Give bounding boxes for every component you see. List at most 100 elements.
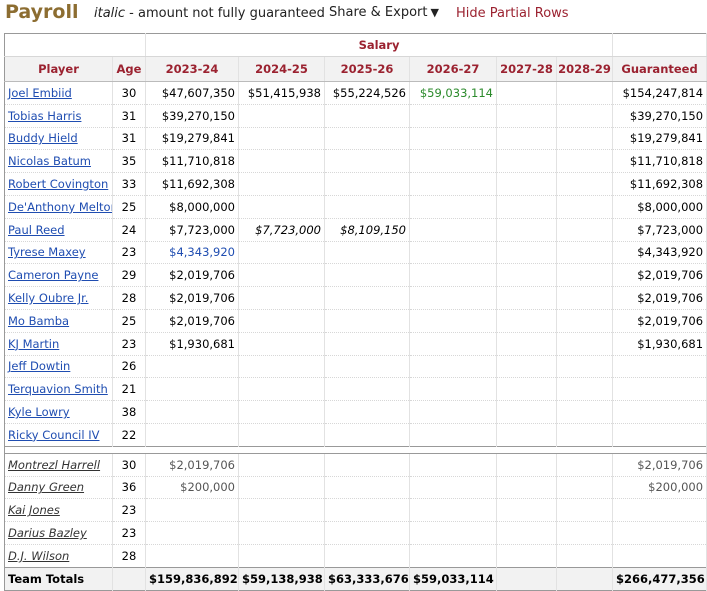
guaranteed-cell: $2,019,706 [612,309,707,333]
player-link[interactable]: Kyle Lowry [8,405,70,420]
salary-cell [409,355,497,379]
salary-cell [324,423,410,447]
age-cell: 31 [112,104,146,128]
guaranteed-cell: $11,692,308 [612,172,707,196]
salary-cell [145,377,239,402]
share-export-button[interactable]: Share & Export ▼ [329,5,439,20]
page-title: Payroll [5,1,79,23]
salary-cell [556,172,614,196]
over-header-blank-right [612,33,707,57]
player-link[interactable]: Danny Green [8,480,85,495]
player-link[interactable]: Terquavion Smith [8,382,108,397]
player-link[interactable]: Darius Bazley [8,526,87,541]
col-header-player[interactable]: Player [4,56,113,82]
player-link[interactable]: KJ Martin [8,336,60,351]
player-link[interactable]: Tyrese Maxey [8,245,86,260]
col-header-2023-24[interactable]: 2023-24 [145,56,239,82]
salary-cell [324,286,410,310]
col-header-2026-27[interactable]: 2026-27 [409,56,497,82]
col-header-2028-29[interactable]: 2028-29 [556,56,614,82]
salary-cell [496,332,557,356]
guaranteed-cell [612,377,707,402]
table-row: Tobias Harris 31 $39,270,150 $39,270,150 [4,104,707,128]
salary-cell [556,218,614,242]
col-header-2024-25[interactable]: 2024-25 [238,56,325,82]
salary-cell [238,355,325,379]
player-link[interactable]: Kai Jones [8,503,60,518]
col-header-2025-26[interactable]: 2025-26 [324,56,410,82]
salary-cell [496,195,557,219]
age-cell: 28 [112,544,146,568]
payroll-header: Payroll italic - amount not fully guaran… [0,0,707,30]
salary-cell [238,309,325,333]
salary-cell [409,332,497,356]
salary-cell [409,104,497,128]
salary-cell [238,127,325,151]
player-link[interactable]: Cameron Payne [8,268,99,283]
guaranteed-cell: $19,279,841 [612,127,707,151]
total-cell: $59,138,938 [238,566,325,591]
age-cell: 28 [112,286,146,310]
age-cell: 29 [112,263,146,288]
salary-cell [409,400,497,424]
salary-cell [324,355,410,379]
salary-cell [324,127,410,151]
salary-cell [324,263,410,288]
salary-cell [145,355,239,379]
salary-cell [238,149,325,174]
age-cell: 30 [112,453,146,477]
salary-cell [496,377,557,402]
total-cell [496,566,557,591]
player-link[interactable]: Montrezl Harrell [8,457,101,472]
salary-cell [324,400,410,424]
player-link[interactable]: Mo Bamba [8,313,70,328]
salary-cell [496,149,557,174]
player-link[interactable]: Robert Covington [8,177,109,192]
salary-cell [324,195,410,219]
salary-cell [496,104,557,128]
guaranteed-cell: $11,710,818 [612,149,707,174]
player-link[interactable]: Buddy Hield [8,131,78,146]
over-header-blank [4,33,146,57]
age-cell: 35 [112,149,146,174]
guaranteed-cell [612,423,707,447]
age-cell: 23 [112,498,146,523]
player-link[interactable]: Kelly Oubre Jr. [8,291,89,306]
player-link[interactable]: Paul Reed [8,222,65,237]
salary-cell [238,263,325,288]
total-cell: $159,836,892 [145,566,239,591]
player-link[interactable]: Tobias Harris [8,108,82,123]
col-header-guaranteed[interactable]: Guaranteed [612,56,707,82]
salary-cell [324,309,410,333]
table-row-partial: Danny Green 36 $200,000 $200,000 [4,476,707,500]
table-row: De'Anthony Melton 25 $8,000,000 $8,000,000 [4,195,707,219]
salary-cell [324,104,410,128]
table-row: Nicolas Batum 35 $11,710,818 $11,710,818 [4,149,707,174]
player-link[interactable]: Ricky Council IV [8,427,100,442]
salary-cell [145,423,239,447]
player-link[interactable]: D.J. Wilson [8,548,70,563]
player-link[interactable]: Nicolas Batum [8,154,91,169]
age-cell: 25 [112,195,146,219]
col-header-2027-28[interactable]: 2027-28 [496,56,557,82]
guaranteed-cell [612,498,707,523]
col-header-age[interactable]: Age [112,56,146,82]
salary-cell [238,241,325,265]
salary-cell [145,521,239,545]
hide-partial-rows-link[interactable]: Hide Partial Rows [456,6,569,21]
player-link[interactable]: Jeff Dowtin [8,359,71,374]
table-row: Kyle Lowry 38 [4,400,707,424]
salary-cell [238,104,325,128]
player-link[interactable]: Joel Embiid [8,85,72,100]
over-header-row: Salary [4,33,707,57]
salary-cell [496,355,557,379]
player-link[interactable]: De'Anthony Melton [8,199,113,214]
salary-cell: $39,270,150 [145,104,239,128]
salary-cell: $8,109,150 [324,218,410,242]
salary-cell [496,127,557,151]
column-header-row: Player Age 2023-24 2024-25 2025-26 2026-… [4,56,707,82]
salary-cell [238,286,325,310]
guaranteed-cell: $1,930,681 [612,332,707,356]
salary-cell: $2,019,706 [145,263,239,288]
payroll-table: Salary Player Age 2023-24 2024-25 2025-2… [4,33,707,591]
